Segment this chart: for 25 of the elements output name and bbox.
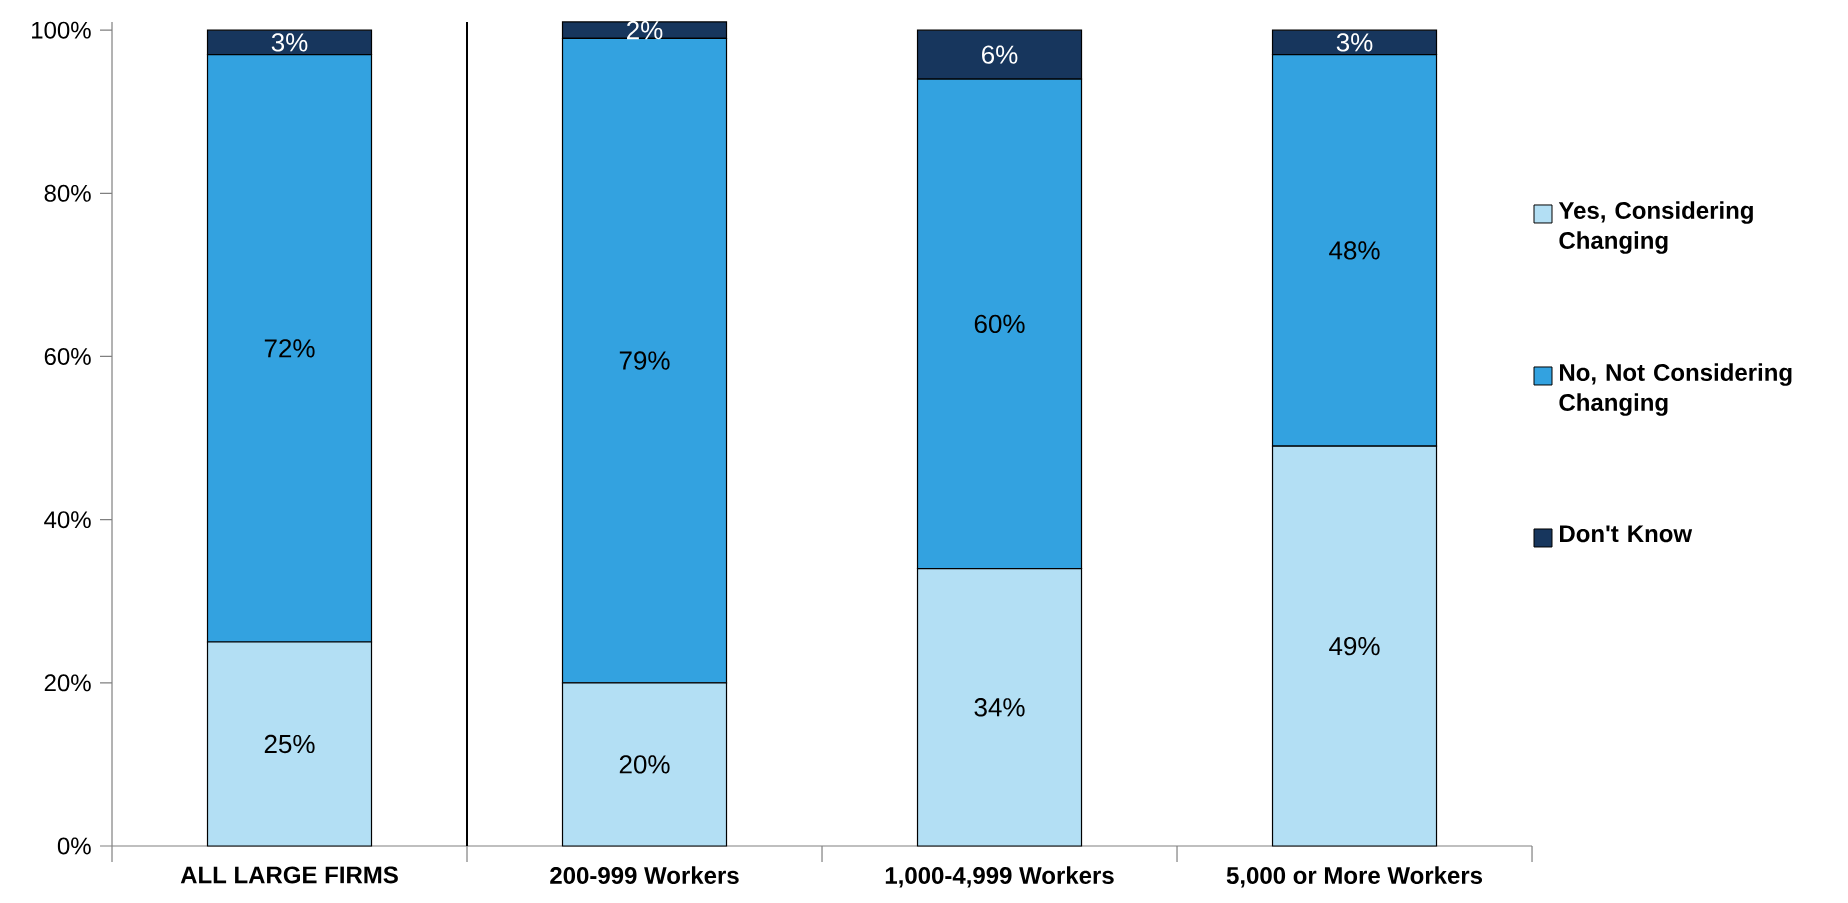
y-tick-label: 40% (44, 511, 91, 529)
x-tick-label: ALL LARGE FIRMS (180, 866, 398, 884)
data-label: 49% (1329, 636, 1380, 656)
y-tick-label: 80% (44, 184, 91, 202)
data-label: 3% (1336, 33, 1373, 52)
y-tick-label: 100% (32, 21, 91, 39)
legend-label: No, Not Considering Changing (1559, 363, 1792, 416)
data-label: 20% (619, 755, 670, 774)
data-label: 79% (619, 351, 670, 370)
x-tick-label: 200-999 Workers (550, 866, 739, 885)
data-label: 25% (264, 734, 315, 754)
legend-label: Don't Know (1560, 525, 1693, 543)
data-label: 34% (974, 698, 1025, 717)
data-label: 72% (264, 339, 315, 358)
x-tick-label: 5,000 or More Workers (1226, 866, 1483, 888)
y-tick-label: 60% (44, 347, 91, 365)
data-label: 6% (982, 45, 1018, 64)
data-label: 2% (627, 20, 663, 40)
data-label: 48% (1329, 241, 1380, 260)
data-label: 3% (271, 33, 308, 52)
y-tick-label: 20% (44, 674, 91, 692)
data-label: 60% (974, 314, 1025, 334)
x-tick-label: 1,000-4,999 Workers (885, 866, 1114, 888)
legend-label: Yes, Considering Changing (1558, 201, 1753, 254)
y-tick-label: 0% (57, 837, 91, 855)
